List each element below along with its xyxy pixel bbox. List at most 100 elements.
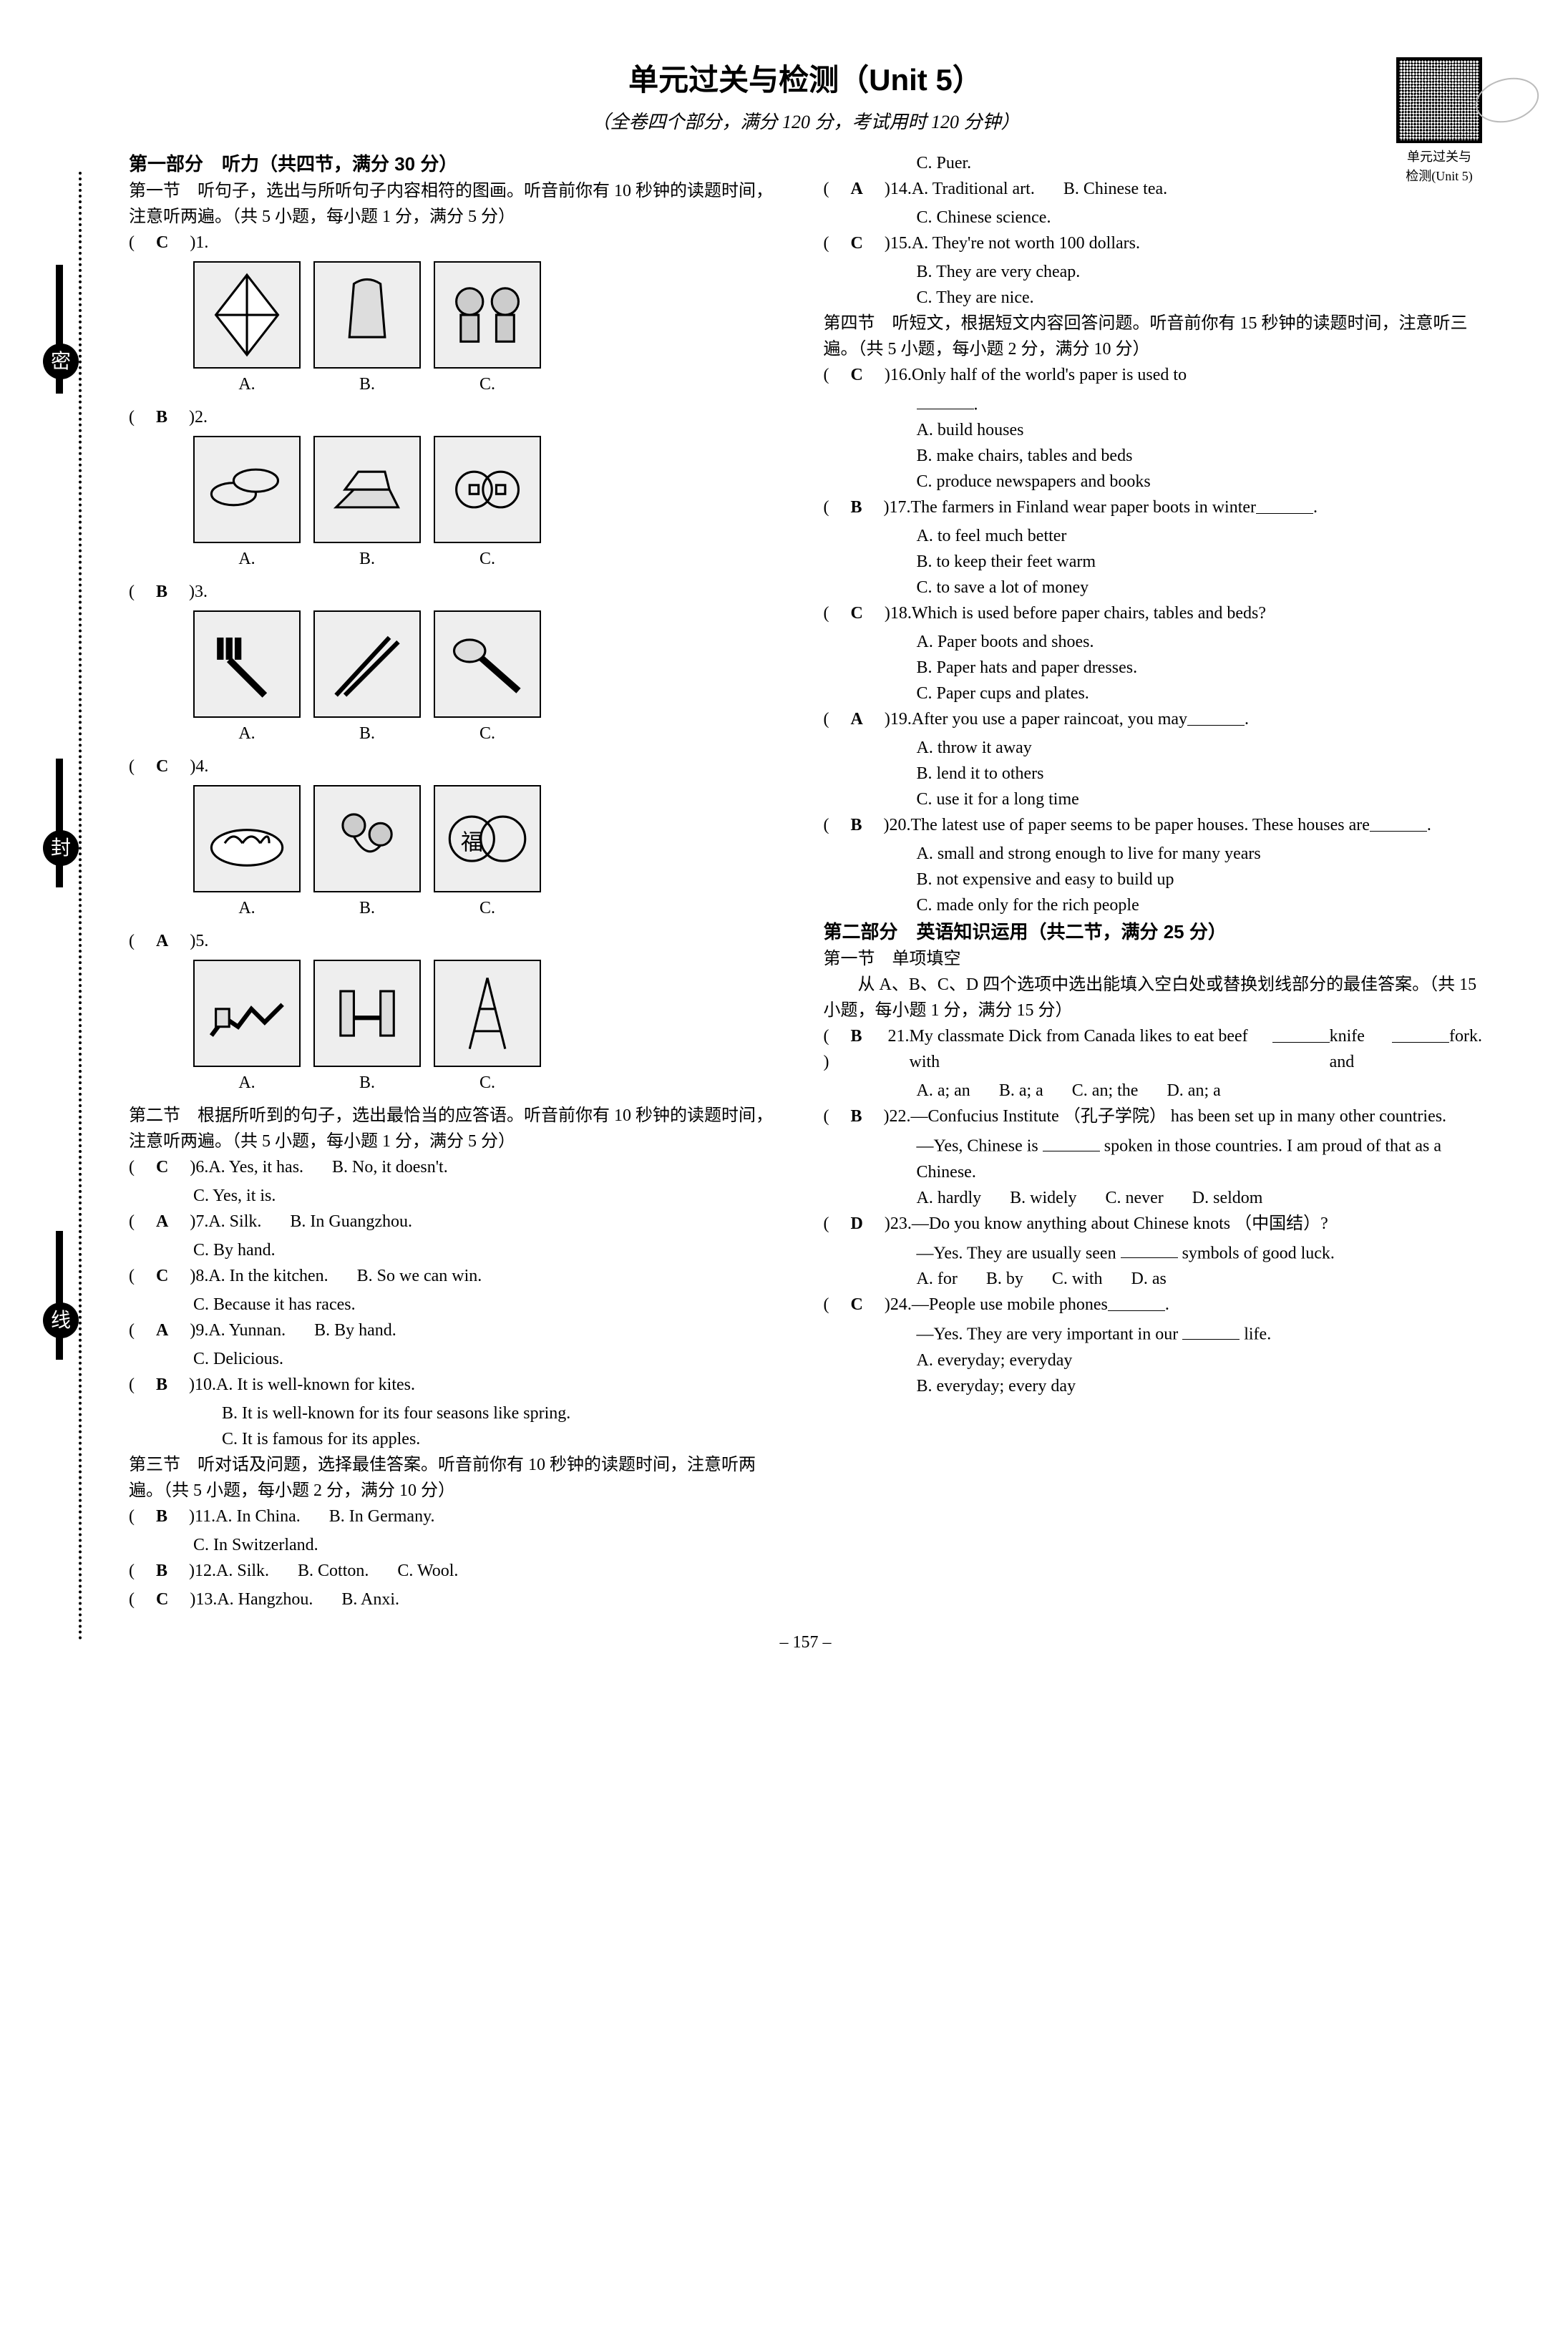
question-24: C 24. —People use mobile phones . (824, 1292, 1483, 1318)
answer-blank[interactable]: B (824, 1104, 890, 1129)
question-17: B 17. The farmers in Finland wear paper … (824, 495, 1483, 520)
option-c: C. Delicious. (193, 1350, 283, 1368)
qr-block: 单元过关与 检测(Unit 5) (1396, 57, 1482, 186)
answer-blank[interactable]: B (824, 495, 890, 520)
margin-bar (56, 759, 63, 887)
question-20: B 20. The latest use of paper seems to b… (824, 812, 1483, 838)
silver-coins-icon (193, 436, 301, 543)
question-16: C 16. Only half of the world's paper is … (824, 362, 1483, 388)
binding-dotted-line (79, 172, 82, 1641)
fill-blank[interactable] (1187, 706, 1245, 725)
page-subtitle: （全卷四个部分，满分 120 分，考试用时 120 分钟） (129, 108, 1482, 136)
fill-blank[interactable] (1182, 1320, 1240, 1339)
option-b: B. everyday; every day (917, 1373, 1483, 1399)
option-b: B. It is well-known for its four seasons… (222, 1401, 788, 1426)
answer-blank[interactable]: C (129, 1263, 195, 1289)
image-labels: A.B.C. (193, 1070, 788, 1096)
answer-blank[interactable]: A (129, 1318, 195, 1343)
fill-blank[interactable] (1256, 495, 1313, 513)
option-c: C. use it for a long time (917, 786, 1483, 812)
answer-blank[interactable]: C (824, 230, 890, 256)
tower-bridge-icon (313, 960, 421, 1067)
question-21: B 21. My classmate Dick from Canada like… (824, 1023, 1483, 1075)
answer-blank[interactable]: C (129, 1154, 195, 1180)
q-number: 3. (195, 579, 208, 605)
part2-s1-head: 第一节 单项填空 (824, 946, 1483, 972)
fill-blank[interactable] (917, 391, 974, 409)
question-2: B 2. (129, 404, 788, 430)
ancient-coins-icon (434, 436, 541, 543)
chopsticks-icon (313, 610, 421, 718)
question-1: C 1. (129, 230, 788, 255)
answer-blank[interactable]: B (129, 1504, 195, 1529)
answer-blank[interactable]: B (129, 1372, 195, 1398)
question-23: D 23. —Do you know anything about Chines… (824, 1211, 1483, 1237)
option-c: C. Because it has races. (193, 1295, 356, 1314)
answer-blank[interactable]: C (129, 1587, 195, 1612)
answer-blank[interactable]: C (824, 600, 890, 626)
section3-intro: 第三节 听对话及问题，选择最佳答案。听音前你有 10 秒钟的读题时间，注意听两遍… (129, 1452, 788, 1504)
fill-blank[interactable] (1370, 812, 1427, 831)
fill-blank[interactable] (1108, 1292, 1165, 1310)
image-labels: A.B.C. (193, 546, 788, 572)
answer-blank[interactable]: B (824, 1023, 888, 1075)
answer-blank[interactable]: C (129, 754, 195, 779)
margin-tag-mi: 密 (43, 344, 79, 379)
sky-lantern-icon (313, 261, 421, 369)
option-c: C. By hand. (193, 1241, 276, 1260)
left-column: 第一部分 听力（共四节，满分 30 分） 第一节 听句子，选出与所听句子内容相符… (129, 150, 788, 1615)
question-5: A 5. (129, 928, 788, 954)
fill-blank[interactable] (1392, 1023, 1449, 1042)
section4-intro: 第四节 听短文，根据短文内容回答问题。听音前你有 15 秒钟的读题时间，注意听三… (824, 311, 1483, 362)
option-c: C. It is famous for its apples. (222, 1426, 788, 1452)
q-number: 1. (195, 230, 208, 255)
image-labels: A.B.C. (193, 895, 788, 921)
answer-blank[interactable]: B (129, 579, 195, 605)
answer-blank[interactable]: C (129, 230, 195, 255)
question-4: C 4. (129, 754, 788, 779)
option-b: B. Paper hats and paper dresses. (917, 655, 1483, 681)
fill-blank[interactable] (1121, 1240, 1178, 1258)
option-c: C. to save a lot of money (917, 575, 1483, 600)
eiffel-tower-icon (434, 960, 541, 1067)
image-labels: A.B.C. (193, 371, 788, 397)
option-c: C. Paper cups and plates. (917, 681, 1483, 706)
image-options: 福 (193, 785, 788, 892)
answer-blank[interactable]: A (824, 176, 890, 202)
answer-blank[interactable]: A (129, 1209, 195, 1234)
page-number: – 157 – (129, 1630, 1482, 1655)
answer-blank[interactable]: B (129, 404, 195, 430)
answer-blank[interactable]: B (824, 812, 890, 838)
answer-blank[interactable]: C (824, 362, 890, 388)
answer-blank[interactable]: B (129, 1558, 195, 1584)
gold-bars-icon (313, 436, 421, 543)
great-wall-icon (193, 960, 301, 1067)
svg-text:福: 福 (461, 830, 483, 855)
option-c: C. They are nice. (917, 285, 1483, 311)
answer-blank[interactable]: A (824, 706, 890, 732)
option-a: A. build houses (917, 417, 1483, 443)
dumplings-icon (193, 785, 301, 892)
option-b: B. make chairs, tables and beds (917, 443, 1483, 469)
question-22: B 22. —Confucius Institute （孔子学院） has be… (824, 1104, 1483, 1129)
question-9: A 9. A. Yunnan.B. By hand. (129, 1318, 788, 1343)
kite-icon (193, 261, 301, 369)
option-b: B. to keep their feet warm (917, 549, 1483, 575)
option-c: C. produce newspapers and books (917, 469, 1483, 495)
image-options (193, 960, 788, 1067)
image-labels: A.B.C. (193, 721, 788, 746)
question-8: C 8. A. In the kitchen.B. So we can win. (129, 1263, 788, 1289)
clay-figures-icon (434, 261, 541, 369)
question-3: B 3. (129, 579, 788, 605)
option-c: C. made only for the rich people (917, 892, 1483, 918)
question-13: C 13. A. Hangzhou.B. Anxi. (129, 1587, 788, 1612)
paper-cutting-icon: 福 (434, 785, 541, 892)
qr-code-icon (1396, 57, 1482, 143)
fill-blank[interactable] (1272, 1023, 1330, 1042)
fill-blank[interactable] (1043, 1132, 1100, 1151)
option-b: B. not expensive and easy to build up (917, 867, 1483, 892)
answer-blank[interactable]: A (129, 928, 195, 954)
answer-blank[interactable]: D (824, 1211, 890, 1237)
answer-blank[interactable]: C (824, 1292, 890, 1318)
image-options (193, 261, 788, 369)
